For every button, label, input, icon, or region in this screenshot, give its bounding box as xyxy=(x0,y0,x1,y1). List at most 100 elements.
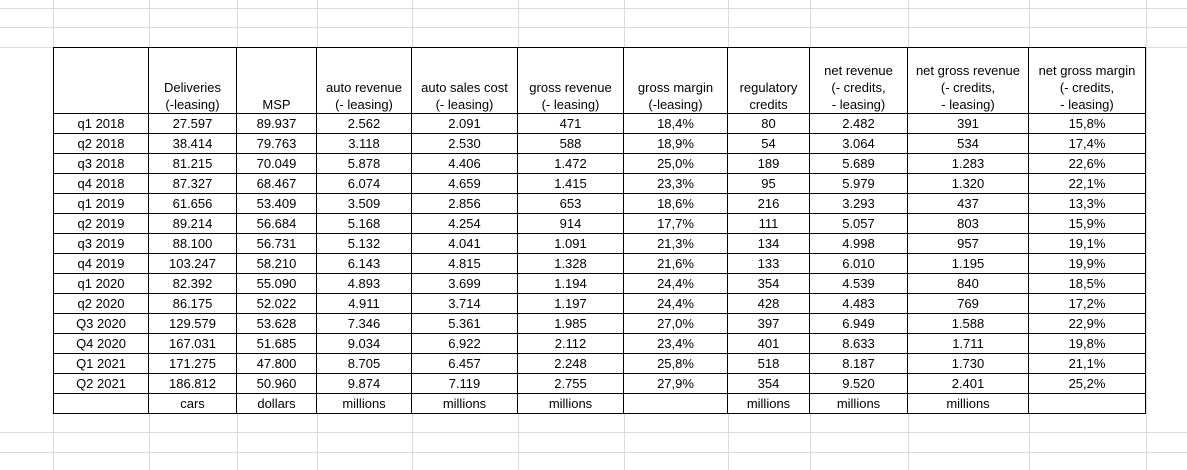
data-cell[interactable]: 15,8% xyxy=(1028,113,1146,134)
data-cell[interactable]: 6.949 xyxy=(809,313,908,334)
data-cell[interactable]: 17,2% xyxy=(1028,293,1146,314)
data-cell[interactable]: 1.328 xyxy=(517,253,624,274)
data-cell[interactable]: 5.132 xyxy=(316,233,412,254)
data-cell[interactable]: 89.214 xyxy=(148,213,237,234)
data-cell[interactable]: 89.937 xyxy=(236,113,317,134)
unit-cell[interactable]: cars xyxy=(148,393,237,414)
quarter-label-cell[interactable]: q3 2018 xyxy=(53,153,149,174)
data-cell[interactable]: 1.197 xyxy=(517,293,624,314)
data-cell[interactable]: 80 xyxy=(727,113,810,134)
data-cell[interactable]: 9.874 xyxy=(316,373,412,394)
data-cell[interactable]: 8.633 xyxy=(809,333,908,354)
data-cell[interactable]: 38.414 xyxy=(148,133,237,154)
data-cell[interactable]: 171.275 xyxy=(148,353,237,374)
data-cell[interactable]: 22,6% xyxy=(1028,153,1146,174)
data-cell[interactable]: 81.215 xyxy=(148,153,237,174)
data-cell[interactable]: 769 xyxy=(907,293,1029,314)
data-cell[interactable]: 5.168 xyxy=(316,213,412,234)
data-cell[interactable]: 19,9% xyxy=(1028,253,1146,274)
data-cell[interactable]: 88.100 xyxy=(148,233,237,254)
data-cell[interactable]: 588 xyxy=(517,133,624,154)
data-cell[interactable]: 1.588 xyxy=(907,313,1029,334)
data-cell[interactable]: 4.893 xyxy=(316,273,412,294)
data-cell[interactable]: 9.520 xyxy=(809,373,908,394)
data-cell[interactable]: 8.705 xyxy=(316,353,412,374)
data-cell[interactable]: 21,3% xyxy=(623,233,728,254)
data-cell[interactable]: 6.457 xyxy=(411,353,518,374)
quarter-label-cell[interactable]: q2 2019 xyxy=(53,213,149,234)
data-cell[interactable]: 25,8% xyxy=(623,353,728,374)
data-cell[interactable]: 53.628 xyxy=(236,313,317,334)
data-cell[interactable]: 534 xyxy=(907,133,1029,154)
quarter-label-cell[interactable]: q4 2018 xyxy=(53,173,149,194)
data-cell[interactable]: 22,9% xyxy=(1028,313,1146,334)
data-cell[interactable]: 354 xyxy=(727,273,810,294)
quarter-label-cell[interactable]: q1 2019 xyxy=(53,193,149,214)
data-cell[interactable]: 5.979 xyxy=(809,173,908,194)
quarter-label-cell[interactable]: q4 2019 xyxy=(53,253,149,274)
data-cell[interactable]: 3.293 xyxy=(809,193,908,214)
data-cell[interactable]: 2.248 xyxy=(517,353,624,374)
data-cell[interactable]: 914 xyxy=(517,213,624,234)
data-cell[interactable]: 840 xyxy=(907,273,1029,294)
data-cell[interactable]: 17,4% xyxy=(1028,133,1146,154)
data-cell[interactable]: 50.960 xyxy=(236,373,317,394)
data-cell[interactable]: 9.034 xyxy=(316,333,412,354)
data-cell[interactable]: 803 xyxy=(907,213,1029,234)
quarter-label-cell[interactable]: q1 2020 xyxy=(53,273,149,294)
quarter-label-cell[interactable]: Q2 2021 xyxy=(53,373,149,394)
quarter-label-cell[interactable]: q1 2018 xyxy=(53,113,149,134)
data-cell[interactable]: 56.684 xyxy=(236,213,317,234)
data-cell[interactable]: 21,1% xyxy=(1028,353,1146,374)
data-cell[interactable]: 3.714 xyxy=(411,293,518,314)
data-cell[interactable]: 4.254 xyxy=(411,213,518,234)
data-cell[interactable]: 2.562 xyxy=(316,113,412,134)
data-cell[interactable]: 6.074 xyxy=(316,173,412,194)
data-cell[interactable]: 3.064 xyxy=(809,133,908,154)
data-cell[interactable]: 2.755 xyxy=(517,373,624,394)
data-cell[interactable]: 518 xyxy=(727,353,810,374)
data-cell[interactable]: 19,1% xyxy=(1028,233,1146,254)
data-cell[interactable]: 216 xyxy=(727,193,810,214)
header-cell[interactable]: gross revenue (- leasing) xyxy=(517,47,624,114)
data-cell[interactable]: 401 xyxy=(727,333,810,354)
quarter-label-cell[interactable]: Q3 2020 xyxy=(53,313,149,334)
data-cell[interactable]: 68.467 xyxy=(236,173,317,194)
data-cell[interactable]: 189 xyxy=(727,153,810,174)
data-cell[interactable]: 1.730 xyxy=(907,353,1029,374)
unit-cell[interactable]: millions xyxy=(411,393,518,414)
data-cell[interactable]: 17,7% xyxy=(623,213,728,234)
data-cell[interactable]: 167.031 xyxy=(148,333,237,354)
data-cell[interactable]: 82.392 xyxy=(148,273,237,294)
data-cell[interactable]: 6.922 xyxy=(411,333,518,354)
data-cell[interactable]: 129.579 xyxy=(148,313,237,334)
quarter-label-cell[interactable]: q2 2020 xyxy=(53,293,149,314)
data-cell[interactable]: 51.685 xyxy=(236,333,317,354)
data-cell[interactable]: 354 xyxy=(727,373,810,394)
data-cell[interactable]: 27.597 xyxy=(148,113,237,134)
header-cell[interactable]: MSP xyxy=(236,47,317,114)
data-cell[interactable]: 1.415 xyxy=(517,173,624,194)
data-cell[interactable]: 4.998 xyxy=(809,233,908,254)
data-cell[interactable]: 61.656 xyxy=(148,193,237,214)
data-cell[interactable]: 653 xyxy=(517,193,624,214)
data-cell[interactable]: 8.187 xyxy=(809,353,908,374)
data-cell[interactable]: 5.689 xyxy=(809,153,908,174)
data-cell[interactable]: 95 xyxy=(727,173,810,194)
data-cell[interactable]: 18,5% xyxy=(1028,273,1146,294)
data-cell[interactable]: 7.119 xyxy=(411,373,518,394)
data-cell[interactable]: 5.878 xyxy=(316,153,412,174)
quarter-label-cell[interactable]: Q1 2021 xyxy=(53,353,149,374)
data-cell[interactable]: 18,6% xyxy=(623,193,728,214)
data-cell[interactable]: 19,8% xyxy=(1028,333,1146,354)
data-cell[interactable]: 86.175 xyxy=(148,293,237,314)
quarter-label-cell[interactable]: q2 2018 xyxy=(53,133,149,154)
unit-cell[interactable]: millions xyxy=(517,393,624,414)
data-cell[interactable]: 54 xyxy=(727,133,810,154)
unit-cell[interactable] xyxy=(53,393,149,414)
data-cell[interactable]: 4.483 xyxy=(809,293,908,314)
data-cell[interactable]: 3.699 xyxy=(411,273,518,294)
header-cell[interactable]: gross margin (-leasing) xyxy=(623,47,728,114)
data-cell[interactable]: 87.327 xyxy=(148,173,237,194)
data-cell[interactable]: 437 xyxy=(907,193,1029,214)
